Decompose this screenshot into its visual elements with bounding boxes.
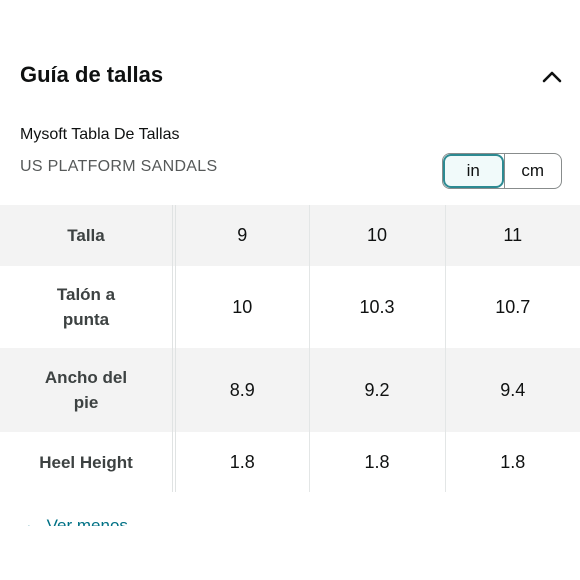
- size-guide-header: Guía de tallas: [20, 60, 565, 94]
- table-row: Talón a punta 10 10.3 10.7: [0, 266, 580, 348]
- table-cell: 8.9: [174, 348, 310, 432]
- row-header-label: Ancho del pie: [44, 368, 128, 412]
- table-cell: 1.8: [174, 432, 310, 492]
- see-less-label: Ver menos: [46, 516, 128, 526]
- table-row: Ancho del pie 8.9 9.2 9.4: [0, 348, 580, 432]
- triangle-up-icon: ▲: [24, 523, 34, 526]
- unit-cm-button[interactable]: cm: [503, 154, 562, 188]
- table-cell: 1.8: [500, 451, 526, 472]
- table-cell: 9: [174, 205, 310, 266]
- row-header: Talón a punta: [0, 266, 176, 348]
- row-header-label: Talón a punta: [56, 285, 116, 329]
- chevron-up-icon[interactable]: [539, 64, 565, 90]
- size-table: Talla 9 10 11 Talón a punta 10 10.3 10.7…: [0, 205, 580, 492]
- row-header: Talla: [0, 205, 176, 266]
- chart-brand-name: Mysoft Tabla De Tallas: [20, 126, 180, 143]
- unit-toggle: in cm: [442, 153, 562, 189]
- table-cell: 9.4: [500, 379, 526, 400]
- table-cell: 11: [503, 225, 523, 245]
- table-row: Heel Height 1.8 1.8 1.8: [0, 432, 580, 492]
- chart-category: US PLATFORM SANDALS: [20, 158, 218, 175]
- table-cell: 1.8: [309, 432, 446, 492]
- row-header: Heel Height: [0, 432, 176, 492]
- page-title: Guía de tallas: [20, 62, 164, 87]
- see-less-link[interactable]: ▲ Ver menos: [24, 516, 128, 526]
- table-cell: 9.2: [309, 348, 446, 432]
- table-cell: 10: [174, 266, 310, 348]
- unit-in-button[interactable]: in: [443, 154, 504, 188]
- table-cell: 10.7: [495, 296, 531, 317]
- table-row: Talla 9 10 11: [0, 205, 580, 266]
- table-cell: 10: [309, 205, 446, 266]
- table-cell: 10.3: [309, 266, 446, 348]
- row-header: Ancho del pie: [0, 348, 176, 432]
